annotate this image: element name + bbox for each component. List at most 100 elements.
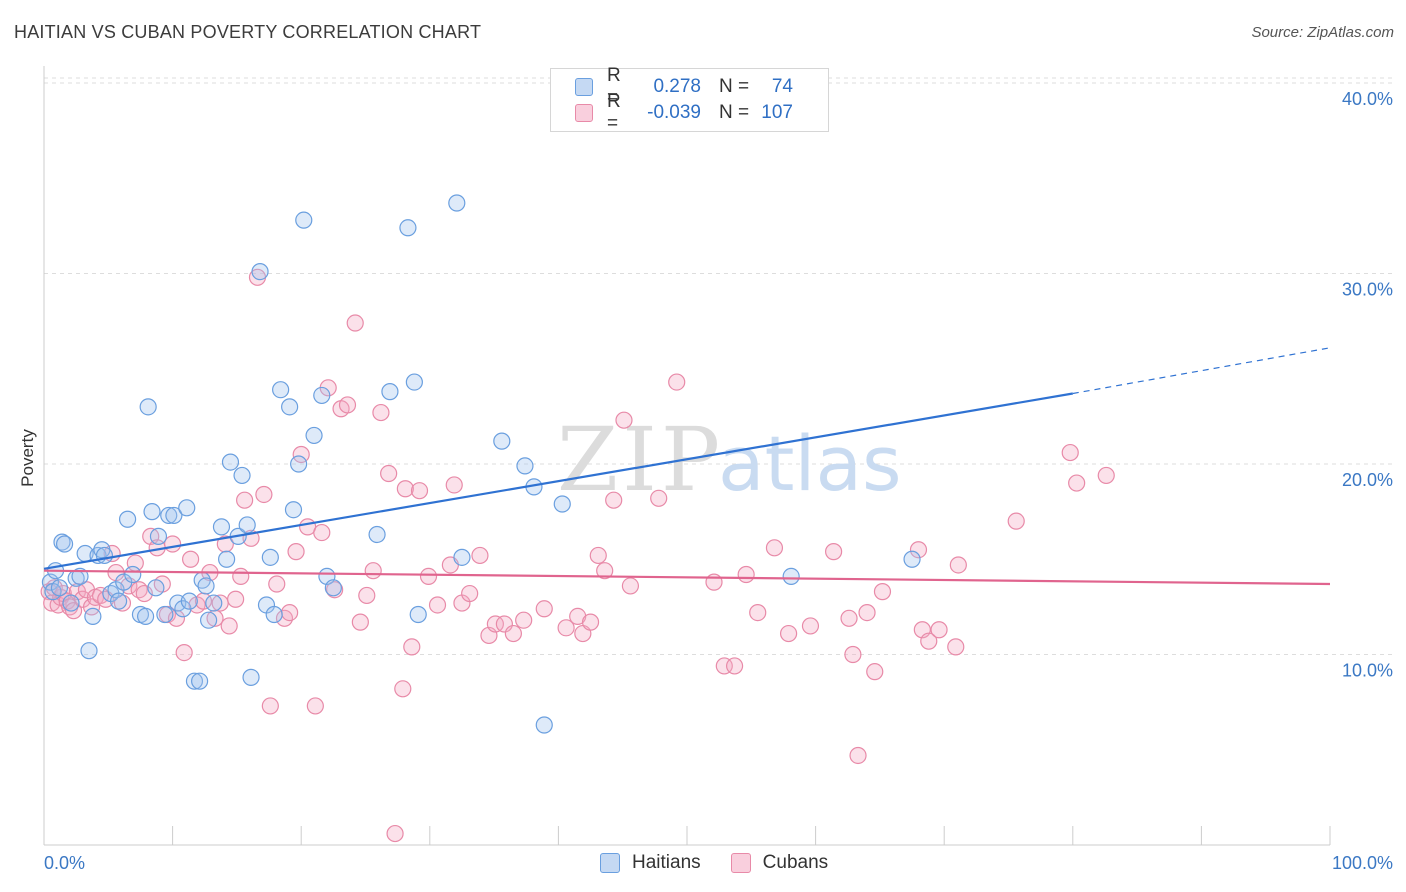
haitians-point bbox=[265, 605, 283, 624]
r-value: 0.278 bbox=[653, 76, 701, 97]
cubans-point bbox=[749, 603, 767, 622]
cubans-point bbox=[779, 624, 798, 643]
cubans-point bbox=[306, 697, 324, 715]
cubans-point bbox=[515, 611, 533, 629]
cubans-point bbox=[866, 663, 884, 681]
r-label: R = bbox=[607, 65, 621, 108]
cubans-point bbox=[175, 643, 193, 662]
haitians-point bbox=[136, 607, 155, 626]
cubans-point bbox=[557, 619, 575, 637]
cubans-point bbox=[589, 546, 607, 565]
watermark-zip: ZIP bbox=[557, 408, 724, 511]
cubans-point bbox=[182, 550, 200, 568]
haitians-point bbox=[261, 548, 279, 566]
legend-item-haitians[interactable]: Haitians bbox=[600, 852, 701, 874]
cubans-point bbox=[403, 638, 421, 656]
cubans-swatch bbox=[575, 104, 593, 122]
haitians-point bbox=[782, 567, 800, 585]
cubans-point bbox=[364, 562, 382, 580]
haitians-point bbox=[180, 592, 198, 610]
correlation-legend: R = 0.278 N = 74 R = -0.039 N = 107 bbox=[550, 65, 829, 134]
trend-lines bbox=[43, 347, 1331, 586]
haitians-point bbox=[284, 501, 303, 519]
haitians-point bbox=[197, 577, 215, 595]
cubans-point bbox=[287, 543, 305, 561]
haitians-point bbox=[535, 716, 553, 734]
cubans-point bbox=[1061, 443, 1079, 462]
haitians-point bbox=[553, 495, 571, 513]
y-tick-label: 30.0% bbox=[1342, 280, 1393, 300]
cubans-point bbox=[471, 546, 489, 565]
haitians-point bbox=[160, 506, 178, 525]
haitians-point bbox=[218, 550, 236, 568]
x-tick-label: 0.0% bbox=[44, 853, 85, 873]
cubans-trend-line bbox=[43, 569, 1331, 586]
haitians-point bbox=[453, 548, 471, 566]
haitians-point bbox=[191, 672, 209, 690]
r-label: R = bbox=[607, 91, 621, 134]
haitians-point bbox=[242, 668, 260, 686]
haitians-point bbox=[147, 579, 165, 597]
x-tick-label: 100.0% bbox=[1332, 853, 1393, 873]
cubans-point bbox=[261, 697, 279, 715]
haitians-point bbox=[238, 516, 256, 534]
haitians-point bbox=[205, 594, 223, 612]
haitians-point bbox=[71, 567, 89, 585]
y-tick-label: 10.0% bbox=[1342, 661, 1393, 681]
cubans-point bbox=[380, 464, 398, 483]
haitians-point bbox=[493, 432, 511, 450]
haitians-point bbox=[139, 398, 157, 416]
watermark: ZIP atlas bbox=[557, 408, 902, 511]
cubans-point bbox=[386, 824, 404, 843]
haitians-point bbox=[53, 533, 71, 551]
cubans-point bbox=[281, 603, 299, 622]
cubans-point bbox=[394, 680, 412, 698]
haitians-point bbox=[178, 499, 196, 517]
haitians-point bbox=[324, 579, 342, 597]
series-legend: Haitians Cubans bbox=[600, 852, 858, 874]
y-tick-label: 20.0% bbox=[1342, 470, 1393, 490]
cubans-point bbox=[621, 577, 640, 595]
haitians-point bbox=[251, 262, 269, 281]
legend-item-cubans[interactable]: Cubans bbox=[730, 852, 829, 874]
cubans-point bbox=[849, 746, 867, 765]
haitians-point bbox=[212, 518, 231, 536]
legend-row-cubans: R = -0.039 N = 107 bbox=[575, 91, 793, 134]
cubans-point bbox=[1068, 474, 1086, 492]
cubans-point bbox=[909, 541, 928, 559]
cubans-legend-swatch bbox=[730, 853, 751, 873]
haitians-point bbox=[109, 592, 128, 610]
haitians-point bbox=[405, 373, 423, 391]
cubans-point bbox=[840, 609, 858, 627]
haitians-point bbox=[272, 381, 290, 399]
r-value: -0.039 bbox=[647, 102, 701, 123]
cubans-point bbox=[504, 624, 522, 643]
haitians-trend-extension bbox=[1072, 347, 1331, 395]
y-axis-title: Poverty bbox=[18, 429, 37, 487]
cubans-point bbox=[227, 590, 245, 608]
haitians-points bbox=[41, 194, 921, 734]
haitians-point bbox=[516, 457, 534, 475]
haitians-point bbox=[313, 386, 331, 405]
haitians-point bbox=[124, 565, 142, 584]
cubans-point bbox=[372, 403, 390, 422]
cubans-point bbox=[164, 535, 182, 553]
haitians-legend-swatch bbox=[600, 853, 620, 873]
cubans-point bbox=[268, 575, 286, 593]
haitians-point bbox=[156, 605, 174, 624]
cubans-point bbox=[605, 491, 623, 509]
cubans-legend-label: Cubans bbox=[762, 852, 829, 873]
haitians-point bbox=[165, 506, 183, 525]
cubans-point bbox=[346, 314, 364, 332]
cubans-point bbox=[358, 586, 376, 605]
y-tick-label: 40.0% bbox=[1342, 89, 1393, 109]
cubans-point bbox=[873, 583, 892, 601]
haitians-point bbox=[118, 510, 137, 528]
cubans-point bbox=[596, 562, 614, 580]
cubans-point bbox=[1097, 466, 1115, 485]
cubans-point bbox=[486, 615, 504, 633]
cubans-point bbox=[581, 613, 600, 631]
cubans-point bbox=[338, 396, 357, 414]
n-label: N = bbox=[719, 76, 750, 97]
